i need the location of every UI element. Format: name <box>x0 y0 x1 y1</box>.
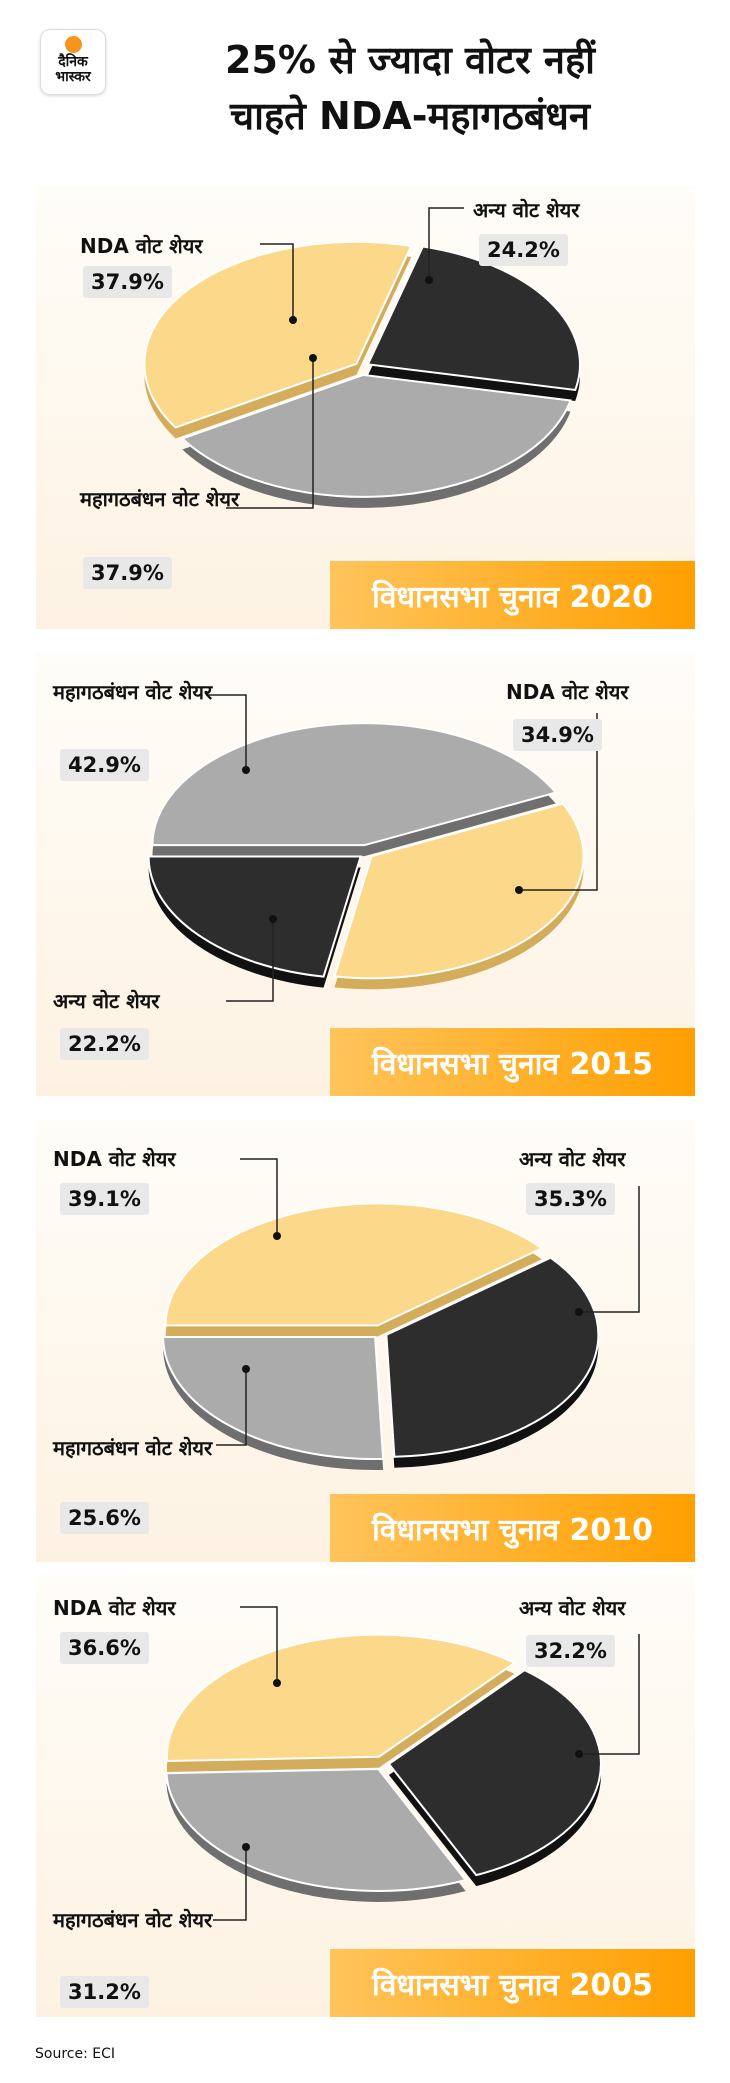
slice-value-nda: 36.6% <box>60 1632 149 1664</box>
pie-slice-other <box>385 1256 600 1458</box>
slice-value-mgb: 42.9% <box>60 749 149 781</box>
leader-dot-other <box>575 1750 583 1758</box>
leader-line-nda <box>519 713 598 891</box>
slice-value-mgb: 31.2% <box>60 1976 149 2008</box>
election-year-banner: विधानसभा चुनाव 2020 <box>330 561 695 629</box>
leader-dot-nda <box>273 1679 281 1687</box>
pie-slice-nda <box>143 240 413 429</box>
page-title: 25% से ज्यादा वोटर नहीं चाहते NDA-महागठब… <box>130 32 690 144</box>
pie-chart-panel-2: महागठबंधन वोट शेयर 42.9% NDA वोट शेयर 34.9%… <box>36 653 695 1096</box>
leader-dot-other <box>425 276 433 284</box>
slice-value-other: 22.2% <box>60 1028 149 1060</box>
pie-slice-mgb <box>180 373 572 498</box>
leader-line-nda <box>240 1606 278 1683</box>
pie-slice-mgb <box>165 1767 468 1892</box>
slice-label-other: अन्य वोट शेयर <box>473 198 580 222</box>
pie-slice-nda <box>333 802 585 980</box>
logo-text: दैनिक भास्कर <box>55 54 91 85</box>
slice-label-mgb: महागठबंधन वोट शेयर <box>53 680 213 704</box>
election-year-banner: विधानसभा चुनाव 2005 <box>330 1949 695 2017</box>
leader-dot-other <box>575 1308 583 1316</box>
election-year-banner: विधानसभा चुनाव 2010 <box>330 1494 695 1562</box>
election-year-banner: विधानसभा चुनाव 2015 <box>330 1028 695 1096</box>
pie-slice-other <box>387 1669 602 1877</box>
slice-value-mgb: 37.9% <box>83 557 172 589</box>
pie-chart <box>162 1158 640 1471</box>
leader-line-nda <box>260 243 294 320</box>
leader-dot-mgb <box>242 766 250 774</box>
leader-dot-other <box>269 915 277 923</box>
pie-slice-nda <box>164 1202 544 1327</box>
slice-label-nda: NDA वोट शेयर <box>53 1596 176 1620</box>
slice-label-other: अन्य वोट शेयर <box>53 989 160 1013</box>
leader-line-mgb <box>213 1847 247 1921</box>
slice-value-nda: 34.9% <box>513 719 602 751</box>
leader-dot-nda <box>515 886 523 894</box>
slice-value-other: 32.2% <box>526 1635 615 1667</box>
pie-slice-nda <box>165 1633 517 1762</box>
pie-slice-mgb <box>151 722 558 847</box>
leader-dot-mgb <box>242 1365 250 1373</box>
pie-chart-panel-3: NDA वोट शेयर 39.1% अन्य वोट शेयर 35.3% महागठ… <box>36 1119 695 1562</box>
slice-value-nda: 39.1% <box>60 1183 149 1215</box>
pie-chart <box>143 207 581 509</box>
pie-chart <box>165 1606 640 1921</box>
slice-label-mgb: महागठबंधन वोट शेयर <box>53 1908 213 1932</box>
pie-chart <box>147 694 598 1002</box>
leader-dot-nda <box>289 316 297 324</box>
leader-dot-mgb <box>309 354 317 362</box>
title-line-1: 25% से ज्यादा वोटर नहीं <box>225 38 595 82</box>
slice-label-other: अन्य वोट शेयर <box>519 1596 626 1620</box>
pie-slice-other <box>147 855 362 978</box>
slice-label-mgb: महागठबंधन वोट शेयर <box>53 1436 213 1460</box>
leader-line-nda <box>240 1158 278 1236</box>
title-line-2: चाहते NDA-महागठबंधन <box>230 94 590 138</box>
leader-line-mgb <box>206 694 247 770</box>
slice-value-nda: 37.9% <box>83 266 172 298</box>
sun-icon <box>65 36 82 53</box>
pie-slice-mgb <box>162 1336 385 1461</box>
leader-line-other <box>226 919 274 1002</box>
source-note: Source: ECI <box>35 2046 116 2062</box>
slice-label-nda: NDA वोट शेयर <box>53 1147 176 1171</box>
leader-line-other <box>579 1634 640 1755</box>
leader-line-other <box>428 207 464 280</box>
slice-label-other: अन्य वोट शेयर <box>519 1147 626 1171</box>
leader-line-mgb <box>226 358 314 509</box>
leader-dot-mgb <box>242 1843 250 1851</box>
leader-line-other <box>579 1186 640 1313</box>
slice-value-other: 35.3% <box>526 1183 615 1215</box>
pie-chart-panel-4: NDA वोट शेयर 36.6% अन्य वोट शेयर 32.2% महागठ… <box>36 1574 695 2017</box>
slice-value-other: 24.2% <box>479 234 568 266</box>
leader-dot-nda <box>273 1232 281 1240</box>
slice-label-nda: NDA वोट शेयर <box>506 680 629 704</box>
slice-label-nda: NDA वोट शेयर <box>80 234 203 258</box>
slice-value-mgb: 25.6% <box>60 1502 149 1534</box>
slice-label-mgb: महागठबंधन वोट शेयर <box>80 487 240 511</box>
leader-line-mgb <box>216 1369 247 1446</box>
pie-slice-other <box>366 245 581 392</box>
pie-chart-panel-1: NDA वोट शेयर 37.9% अन्य वोट शेयर 24.2% महागठ… <box>36 186 695 629</box>
dainik-bhaskar-logo: दैनिक भास्कर <box>40 29 106 95</box>
